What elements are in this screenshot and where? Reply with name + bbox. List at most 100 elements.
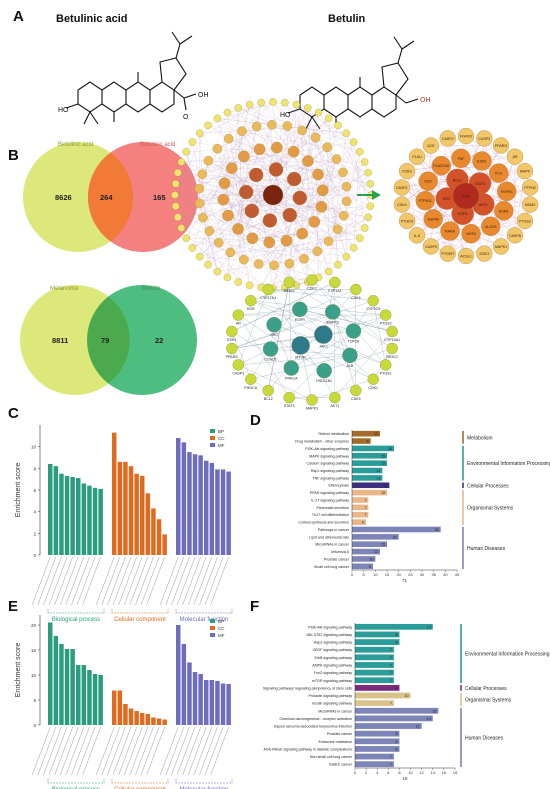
group-label: Molecular function [180, 617, 229, 623]
network-edge [241, 131, 323, 191]
term-label-placeholder [146, 726, 165, 776]
term-label-placeholder [199, 556, 218, 606]
betulin-oh-label: OH [420, 97, 431, 104]
network-node [423, 209, 443, 229]
bar-value-label: 8 [395, 633, 397, 637]
bar-value-label: 10 [405, 694, 409, 698]
term-label-placeholder [71, 726, 90, 776]
category-label: Rap1 signaling pathway [311, 469, 349, 473]
network-edge [177, 217, 219, 243]
network-node [451, 148, 471, 168]
network-node-label: ESR1 [477, 159, 486, 163]
venn-bottom-overlap [87, 296, 130, 384]
network-edge [284, 126, 288, 288]
bar [215, 681, 220, 725]
bar [156, 718, 162, 725]
network-node-label: BCL2 [453, 178, 462, 182]
network-node [386, 342, 398, 355]
network-node-label: FGFR4 [501, 190, 513, 194]
network-edge [307, 194, 372, 283]
bar [117, 690, 123, 725]
network-node [338, 167, 348, 178]
network-node-label: CDK4 [351, 397, 361, 401]
network-node [226, 342, 238, 355]
network-edge [230, 238, 360, 253]
network-edge [241, 125, 288, 132]
category-label: Prostate cancer [327, 732, 353, 736]
network-edge [327, 147, 339, 265]
network-node [238, 150, 250, 163]
network-node-label: TOP2A [348, 339, 360, 343]
network-node [364, 168, 372, 177]
network-node [262, 341, 279, 357]
network-edge [251, 124, 273, 211]
panel-label-a: A [13, 8, 24, 25]
bar [192, 454, 198, 555]
network-edge [261, 125, 339, 288]
network-node [481, 216, 501, 236]
network-node-label: SCD [424, 180, 432, 184]
term-label-placeholder [124, 556, 143, 606]
term-label-placeholder [129, 556, 149, 606]
network-edge [199, 133, 209, 265]
network-node [349, 138, 358, 146]
bar-value-label: 7 [390, 763, 392, 767]
network-node [271, 141, 283, 154]
network-core-targets: FGFR3 CASP3 PPARG AR MAPK PTPN2 MDM2 PTGS2 CASP8… [393, 127, 539, 265]
bar [48, 464, 53, 555]
network-node-label: MDM2 [525, 203, 536, 207]
network-node [257, 98, 265, 107]
network-node [349, 244, 358, 252]
network-edge [261, 102, 288, 127]
network-edge [332, 311, 351, 356]
network-node [345, 323, 362, 339]
network-edge [202, 102, 262, 218]
network-node-label: PIK3CA [244, 386, 257, 390]
network-edge [373, 300, 386, 365]
kegg-enrichment-chart-f: 14 PI3K-Akt signaling pathway 8 JAK-STAT si… [263, 623, 550, 781]
network-node [292, 301, 308, 317]
term-label-placeholder [176, 556, 196, 606]
network-node [246, 232, 259, 245]
bar-value-label: 7 [390, 671, 392, 675]
network-edge [227, 215, 287, 241]
network-node [232, 359, 244, 371]
x-tick-label: 45 [455, 572, 460, 577]
network-node [304, 104, 312, 112]
group-bracket [47, 609, 105, 614]
network-edge [231, 282, 335, 332]
network-node [182, 147, 190, 156]
bar [187, 452, 192, 555]
network-edge [192, 247, 274, 289]
category-label: Insulin signaling pathway [312, 702, 352, 706]
category-label: VEGF signaling pathway [313, 648, 353, 652]
molecule-betulin [287, 36, 419, 130]
term-label-placeholder [204, 556, 224, 606]
network-node [334, 260, 342, 269]
term-label-placeholder [43, 556, 62, 606]
network-node [415, 191, 435, 211]
network-node-label: EGFR [295, 318, 305, 322]
y-tick-label: 0 [33, 723, 36, 728]
bar [355, 715, 433, 722]
network-edge [231, 331, 292, 369]
network-node-label: CASP1 [396, 186, 408, 190]
bar [92, 674, 98, 725]
network-node [222, 209, 234, 222]
network-edge [447, 138, 502, 146]
term-label-placeholder [96, 556, 115, 606]
network-node-label: BCL2 [264, 397, 273, 401]
bar [134, 711, 139, 725]
network-edge [317, 161, 365, 252]
network-node [245, 281, 254, 290]
network-node [398, 212, 416, 230]
panel-label-d: D [250, 412, 261, 429]
network-edge [289, 282, 292, 369]
bar [187, 662, 192, 725]
network-edge [284, 102, 369, 218]
network-edge [256, 174, 305, 259]
network-node [306, 274, 318, 286]
bar [352, 556, 376, 562]
bar [355, 753, 394, 760]
panel-label-e: E [8, 598, 19, 615]
